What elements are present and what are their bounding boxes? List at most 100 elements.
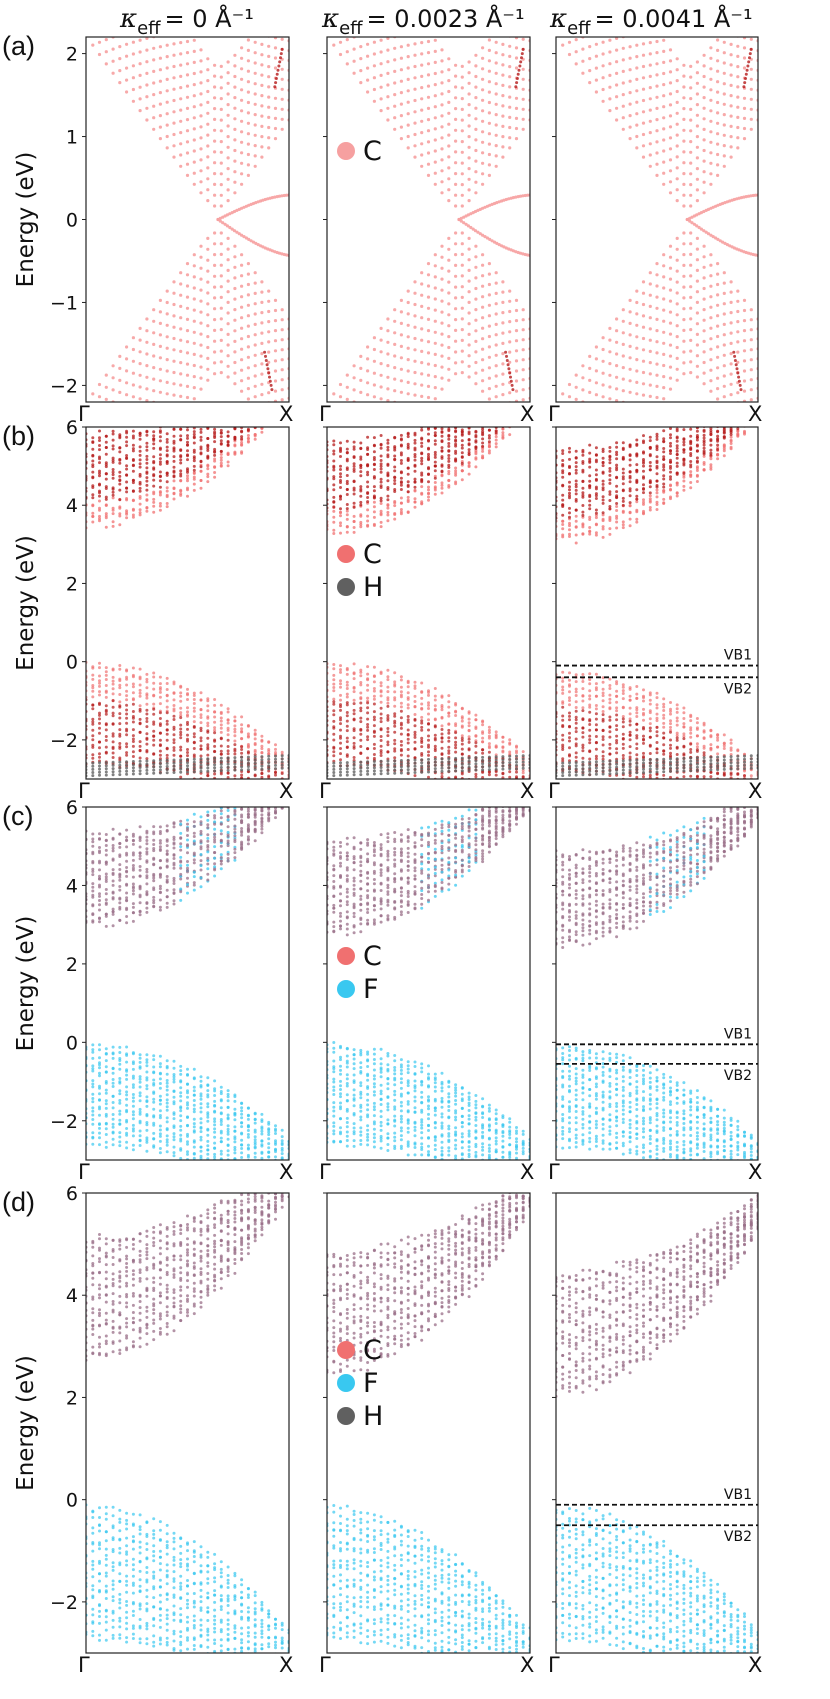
band-point <box>206 57 210 61</box>
band-point <box>399 716 403 720</box>
band-point <box>213 328 217 332</box>
band-point <box>172 741 176 745</box>
band-point <box>372 359 376 363</box>
band-point <box>454 750 458 754</box>
band-point <box>379 470 383 474</box>
band-point <box>508 309 512 314</box>
band-point <box>253 437 257 441</box>
band-point <box>138 717 142 721</box>
band-point <box>145 680 149 684</box>
band-point <box>98 469 101 473</box>
band-point <box>165 705 169 709</box>
band-point <box>339 521 342 525</box>
band-point <box>742 66 747 70</box>
band-point <box>138 480 142 484</box>
band-point <box>474 117 478 121</box>
band-point <box>192 464 196 468</box>
band-point <box>447 247 451 251</box>
band-point <box>474 85 478 89</box>
band-point <box>608 505 612 508</box>
band-point <box>226 460 230 464</box>
band-point <box>192 83 196 87</box>
band-point <box>240 326 244 330</box>
band-point <box>722 395 726 399</box>
band-point <box>406 456 410 460</box>
band-point <box>366 393 370 397</box>
band-point <box>494 102 498 106</box>
band-point <box>199 332 203 336</box>
band-point <box>454 438 458 442</box>
band-point <box>709 326 713 330</box>
band-point <box>621 489 625 493</box>
band-point <box>399 709 403 713</box>
band-point <box>568 491 571 495</box>
band-point <box>736 340 740 344</box>
band-point <box>111 699 115 703</box>
band-point <box>628 510 632 514</box>
band-point <box>474 734 478 738</box>
band-point <box>179 282 183 286</box>
band-point <box>469 225 473 230</box>
band-point <box>406 510 410 514</box>
band-point <box>165 380 169 384</box>
band-point <box>280 388 284 392</box>
band-point <box>521 348 525 352</box>
band-point <box>433 138 437 142</box>
band-point <box>246 142 250 146</box>
band-point <box>213 274 217 278</box>
band-point <box>675 367 679 371</box>
band-point <box>427 473 430 476</box>
band-point <box>158 460 162 464</box>
band-point <box>481 56 485 60</box>
band-point <box>372 371 376 375</box>
band-point <box>601 40 605 44</box>
band-point <box>474 759 478 763</box>
band-point <box>406 123 410 127</box>
band-point <box>744 250 748 255</box>
band-point <box>464 222 468 226</box>
band-point <box>440 332 444 336</box>
band-point <box>729 94 733 98</box>
band-point <box>359 745 363 748</box>
band-point <box>742 46 747 50</box>
band-point <box>152 492 156 496</box>
band-point <box>494 133 498 137</box>
band-point <box>172 714 176 718</box>
band-point <box>413 438 417 442</box>
plot-frame <box>555 36 759 403</box>
band-point <box>501 764 505 768</box>
band-point <box>233 339 237 343</box>
band-point <box>702 53 706 57</box>
band-point <box>440 775 444 778</box>
band-point <box>460 306 464 310</box>
band-point <box>111 732 115 736</box>
band-point <box>481 305 485 309</box>
band-point <box>260 362 264 366</box>
band-point <box>460 183 464 187</box>
band-point <box>662 363 666 368</box>
band-point <box>233 727 237 731</box>
band-point <box>192 694 196 697</box>
band-point <box>372 734 376 738</box>
band-point <box>352 672 356 676</box>
band-point <box>730 33 733 36</box>
band-point <box>521 750 525 754</box>
band-point <box>386 462 390 466</box>
band-point <box>98 679 101 683</box>
band-point <box>145 60 149 64</box>
band-point <box>709 182 713 186</box>
band-point <box>253 82 257 86</box>
band-point <box>233 148 237 153</box>
band-point <box>226 71 230 75</box>
band-point <box>420 131 424 135</box>
band-point <box>494 435 498 439</box>
band-point <box>682 63 686 67</box>
band-point <box>372 675 376 678</box>
band-point <box>152 671 156 675</box>
band-point <box>668 48 673 52</box>
band-point <box>615 37 619 40</box>
band-point <box>145 506 149 509</box>
band-point <box>260 772 264 776</box>
band-point <box>521 107 525 111</box>
band-point <box>270 196 274 200</box>
